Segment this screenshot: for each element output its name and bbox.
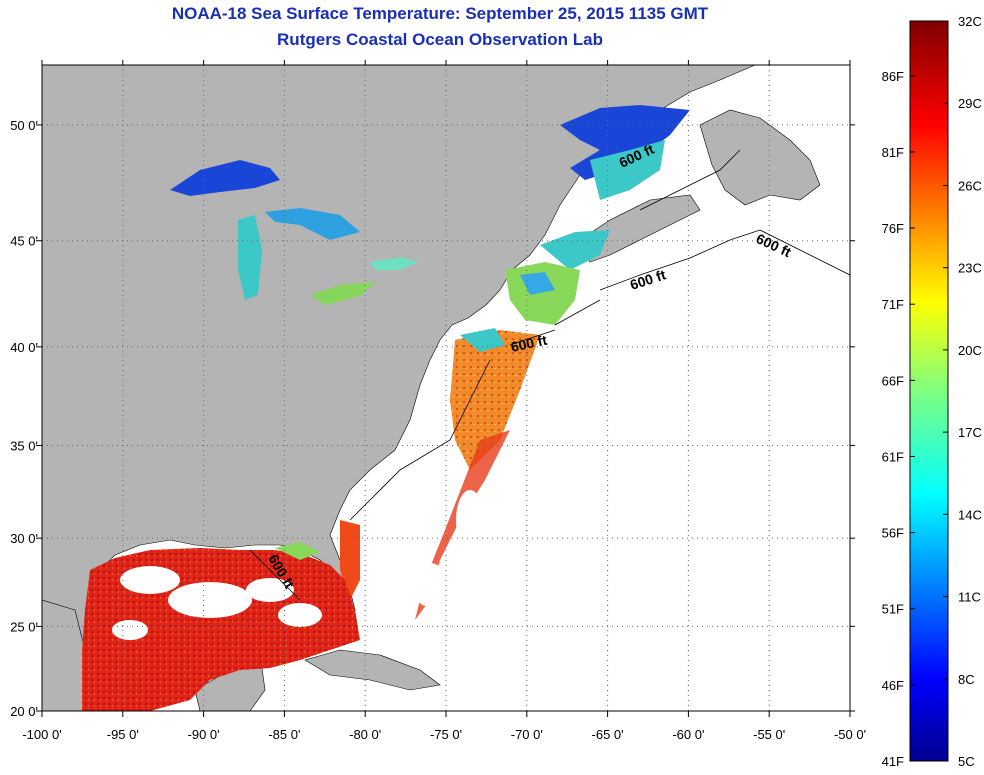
latitude-tick-label: 25 0' — [10, 619, 38, 634]
isobath-label: 600 ft — [509, 332, 548, 355]
colorbar-fahrenheit-label: 41F — [882, 754, 904, 769]
longitude-tick-label: -75 0' — [430, 727, 462, 742]
longitude-tick-label: -85 0' — [268, 727, 300, 742]
longitude-tick-label: -55 0' — [753, 727, 785, 742]
colorbar-celsius-label: 32C — [958, 14, 982, 29]
colorbar-celsius-label: 8C — [958, 672, 975, 687]
gulf-coastal-warm — [275, 542, 320, 560]
colorbar-celsius-label: 14C — [958, 507, 982, 522]
longitude-tick-label: -90 0' — [188, 727, 220, 742]
colorbar-fahrenheit-label: 56F — [882, 526, 904, 541]
colorbar-fahrenheit-label: 81F — [882, 145, 904, 160]
longitude-tick-label: -70 0' — [511, 727, 543, 742]
longitude-tick-label: -60 0' — [672, 727, 704, 742]
colorbar-fahrenheit-label: 86F — [882, 69, 904, 84]
colorbar-celsius-label: 23C — [958, 261, 982, 276]
latitude-tick-label: 45 0' — [10, 234, 38, 249]
latitude-tick-label: 50 0' — [10, 118, 38, 133]
latitude-tick-label: 40 0' — [10, 340, 38, 355]
colorbar-celsius-label: 20C — [958, 343, 982, 358]
land-nova-scotia — [579, 194, 701, 263]
isobath-600ft — [249, 149, 850, 601]
colorbar-fahrenheit-label: 46F — [882, 678, 904, 693]
latitude-axis: 50 0' 45 0' 40 0' 35 0' 30 0' 25 0' 20 0' — [10, 118, 855, 719]
latitude-tick-label: 20 0' — [10, 704, 38, 719]
land-north-america — [42, 65, 756, 711]
latitude-tick-label: 30 0' — [10, 531, 38, 546]
longitude-tick-label: -65 0' — [592, 727, 624, 742]
map-subtitle: Rutgers Coastal Ocean Observation Lab — [277, 30, 603, 49]
map-title: NOAA-18 Sea Surface Temperature: Septemb… — [171, 4, 709, 23]
land-newfoundland — [699, 109, 821, 206]
land-cuba — [304, 649, 441, 691]
colorbar-celsius-label: 29C — [958, 96, 982, 111]
colorbar-fahrenheit-label: 71F — [882, 297, 904, 312]
longitude-axis: -100 0' -95 0' -90 0' -85 0' -80 0' -75 0' -70… — [22, 60, 866, 742]
colorbar-celsius-label: 11C — [958, 590, 981, 605]
colorbar-celsius-label: 5C — [958, 754, 975, 769]
colorbar-fahrenheit-label: 61F — [882, 449, 904, 464]
longitude-tick-label: -95 0' — [107, 727, 139, 742]
colorbar-celsius-label: 17C — [958, 425, 982, 440]
colorbar-celsius-label: 26C — [958, 178, 982, 193]
colorbar-fahrenheit-label: 66F — [882, 373, 904, 388]
mid-atlantic-sst — [340, 328, 540, 620]
longitude-tick-label: -50 0' — [834, 727, 866, 742]
longitude-tick-label: -100 0' — [22, 727, 61, 742]
colorbar-fahrenheit-label: 76F — [882, 221, 904, 236]
temperature-colorbar — [909, 20, 949, 762]
northeast-sst — [505, 105, 690, 325]
longitude-tick-label: -80 0' — [349, 727, 381, 742]
colorbar-ticks: 32C 29C 26C 23C 20C 17C 14C 11C 8C 5C 86F 81F 76F 71F… — [882, 14, 982, 769]
latitude-tick-label: 35 0' — [10, 438, 38, 453]
colorbar-fahrenheit-label: 51F — [882, 602, 904, 617]
cloud-gaps — [112, 490, 484, 640]
great-lakes-sst — [170, 160, 418, 305]
